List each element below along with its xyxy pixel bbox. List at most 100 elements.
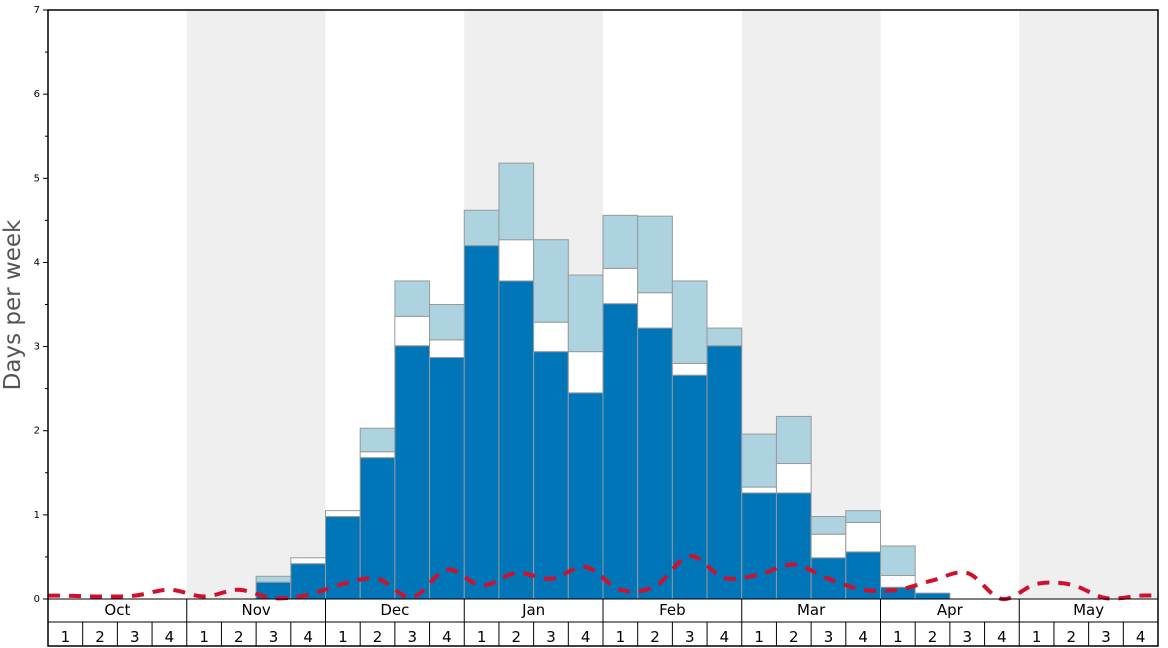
week-label: 4	[1136, 628, 1146, 646]
bar-segment-3-week-21	[741, 433, 777, 488]
month-label: Oct	[104, 601, 130, 619]
bar-segment-1-week-10	[359, 457, 396, 600]
bar-segment-2-week-10	[359, 451, 396, 459]
bar-segment-3-week-20	[706, 327, 743, 347]
axes: 0 1 2 3 4 5 6 7 Oct Nov Dec Jan Feb Mar Apr May 1 2 3 4 1 2 3 4…	[34, 5, 1159, 647]
bar-segment-3-week-11	[394, 280, 431, 317]
bar-segment-2-week-19	[671, 362, 708, 376]
week-label: 3	[824, 628, 834, 646]
week-label: 1	[893, 628, 903, 646]
bar-segment-1-week-15	[533, 351, 569, 600]
week-label: 2	[234, 628, 244, 646]
bar-segment-1-week-14	[498, 280, 535, 600]
week-label: 3	[962, 628, 972, 646]
bar-segment-1-week-20	[706, 345, 743, 600]
bars	[255, 162, 951, 600]
bar-segment-2-week-11	[394, 315, 431, 347]
bar-segment-3-week-14	[498, 162, 535, 241]
bar-segment-1-week-11	[394, 345, 431, 600]
trend-line-layer	[47, 554, 1159, 602]
bar-segment-3-week-19	[671, 280, 708, 364]
week-label: 3	[1101, 628, 1111, 646]
week-label: 4	[997, 628, 1007, 646]
week-label: 1	[754, 628, 764, 646]
bar-segment-3-week-23	[810, 516, 847, 535]
week-label: 4	[165, 628, 175, 646]
trend-line	[47, 554, 1159, 602]
bar-segment-2-week-15	[533, 321, 569, 353]
month-label: Apr	[937, 601, 964, 619]
week-label: 4	[720, 628, 730, 646]
bar-segment-2-week-14	[498, 239, 535, 282]
week-label: 4	[858, 628, 868, 646]
bar-segment-3-week-18	[637, 215, 673, 294]
week-label: 4	[442, 628, 452, 646]
bar-segment-2-week-22	[775, 463, 812, 494]
y-tick-label: 5	[34, 173, 40, 184]
y-tick-label: 4	[34, 257, 40, 268]
week-label: 1	[61, 628, 71, 646]
week-label: 3	[130, 628, 140, 646]
week-label: 1	[1032, 628, 1042, 646]
bar-segment-3-week-24	[845, 510, 881, 523]
week-label: 2	[650, 628, 660, 646]
bar-segment-3-week-17	[602, 214, 639, 269]
bar-segment-1-week-23	[810, 557, 847, 600]
bar-segment-2-week-9	[325, 510, 361, 518]
bar-segment-2-week-8	[290, 557, 326, 565]
bar-segment-3-week-10	[359, 427, 396, 453]
month-shade-may	[1019, 10, 1158, 599]
bar-segment-1-week-18	[637, 327, 673, 600]
bar-segment-2-week-12	[429, 339, 465, 359]
bar-segment-1-week-9	[325, 516, 361, 600]
y-tick-label: 6	[34, 89, 40, 100]
week-label: 2	[1067, 628, 1077, 646]
bar-segment-3-week-25	[880, 545, 916, 576]
bar-segment-2-week-21	[741, 486, 777, 494]
bar-segment-3-week-22	[775, 415, 812, 465]
week-label: 2	[95, 628, 105, 646]
bar-segment-1-week-17	[602, 303, 639, 600]
week-label: 3	[685, 628, 695, 646]
week-label: 2	[512, 628, 522, 646]
bar-segment-1-week-12	[429, 357, 465, 600]
week-label: 3	[546, 628, 556, 646]
bar-segment-1-week-22	[775, 492, 812, 600]
week-label: 1	[616, 628, 626, 646]
bar-segment-2-week-24	[845, 521, 881, 553]
month-label: Nov	[241, 601, 270, 619]
week-label: 1	[477, 628, 487, 646]
y-tick-label: 7	[34, 5, 40, 16]
week-label: 2	[789, 628, 799, 646]
bar-segment-3-week-16	[567, 274, 604, 353]
week-label: 2	[373, 628, 383, 646]
week-label: 4	[303, 628, 313, 646]
y-tick-label: 0	[34, 594, 40, 605]
week-label: 1	[338, 628, 348, 646]
y-tick-label: 2	[34, 426, 40, 437]
bar-segment-2-week-16	[567, 351, 604, 394]
month-label: Feb	[659, 601, 686, 619]
bar-segment-3-week-7	[255, 575, 292, 583]
y-tick-label: 3	[34, 342, 40, 353]
week-label: 4	[581, 628, 591, 646]
y-axis-label: Days per week	[0, 219, 26, 390]
bar-segment-3-week-12	[429, 304, 465, 341]
bar-segment-1-week-13	[463, 245, 500, 600]
week-label: 3	[407, 628, 417, 646]
month-shade-nov	[186, 10, 326, 599]
bar-segment-2-week-18	[637, 292, 673, 329]
y-tick-label: 1	[34, 510, 40, 521]
month-label: May	[1073, 601, 1104, 619]
bar-segment-2-week-17	[602, 267, 639, 305]
bar-segment-3-week-13	[463, 209, 500, 247]
month-label: Mar	[797, 601, 826, 619]
month-label: Jan	[521, 601, 545, 619]
week-label: 3	[269, 628, 279, 646]
week-label: 2	[928, 628, 938, 646]
bar-segment-3-week-15	[533, 239, 569, 323]
week-label: 1	[199, 628, 209, 646]
bar-segment-1-week-21	[741, 492, 777, 600]
bar-segment-1-week-26	[914, 592, 951, 600]
